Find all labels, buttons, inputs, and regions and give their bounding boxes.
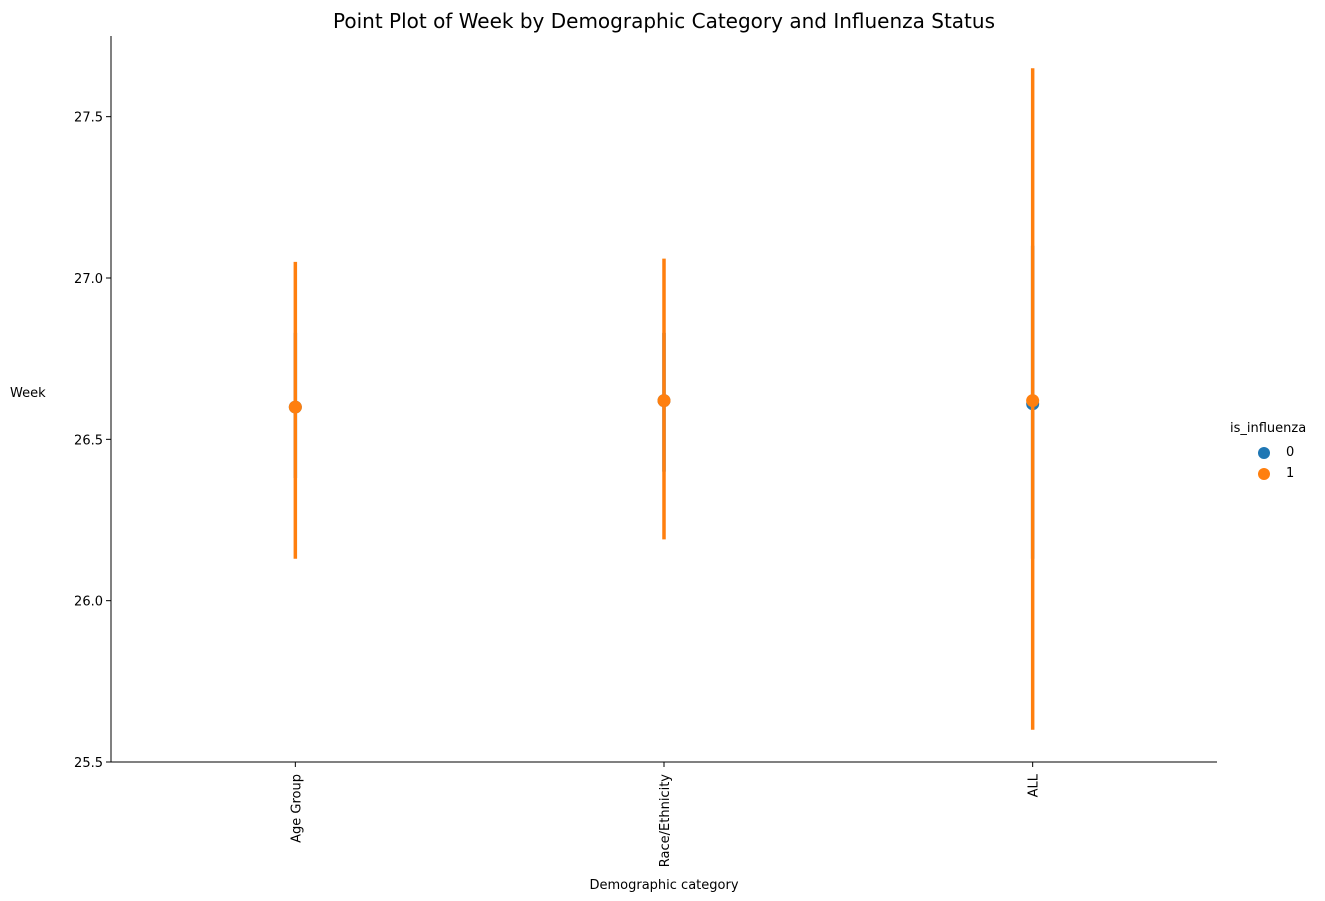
- y-tick-label: 25.5: [74, 756, 103, 771]
- legend-marker: [1258, 467, 1270, 480]
- data-point: [657, 394, 671, 408]
- y-tick-label: 26.5: [74, 433, 103, 448]
- y-axis-label: Week: [10, 386, 46, 401]
- series-layer: [288, 68, 1040, 730]
- legend-title: is_influenza: [1230, 421, 1307, 436]
- chart-title: Point Plot of Week by Demographic Catego…: [333, 9, 995, 33]
- x-tick-label: Race/Ethnicity: [658, 774, 673, 867]
- y-tick-label: 26.0: [74, 595, 103, 610]
- legend-item: 0: [1230, 442, 1306, 463]
- y-tick-label: 27.0: [74, 272, 103, 287]
- x-tick-label: Age Group: [289, 774, 304, 843]
- legend-label: 0: [1286, 445, 1295, 460]
- legend-label: 1: [1286, 466, 1295, 481]
- series-1: [288, 68, 1040, 730]
- legend-item: 1: [1230, 463, 1306, 484]
- data-point: [288, 400, 302, 414]
- x-tick-label: ALL: [1027, 773, 1042, 797]
- legend-marker: [1258, 446, 1270, 459]
- y-tick-label: 27.5: [74, 111, 103, 126]
- y-ticks: 25.5 26.0 26.5 27.0 27.5: [74, 111, 111, 771]
- x-axis-label: Demographic category: [589, 878, 738, 893]
- x-ticks: Age Group Race/Ethnicity ALL: [289, 762, 1042, 867]
- data-point: [1026, 394, 1040, 408]
